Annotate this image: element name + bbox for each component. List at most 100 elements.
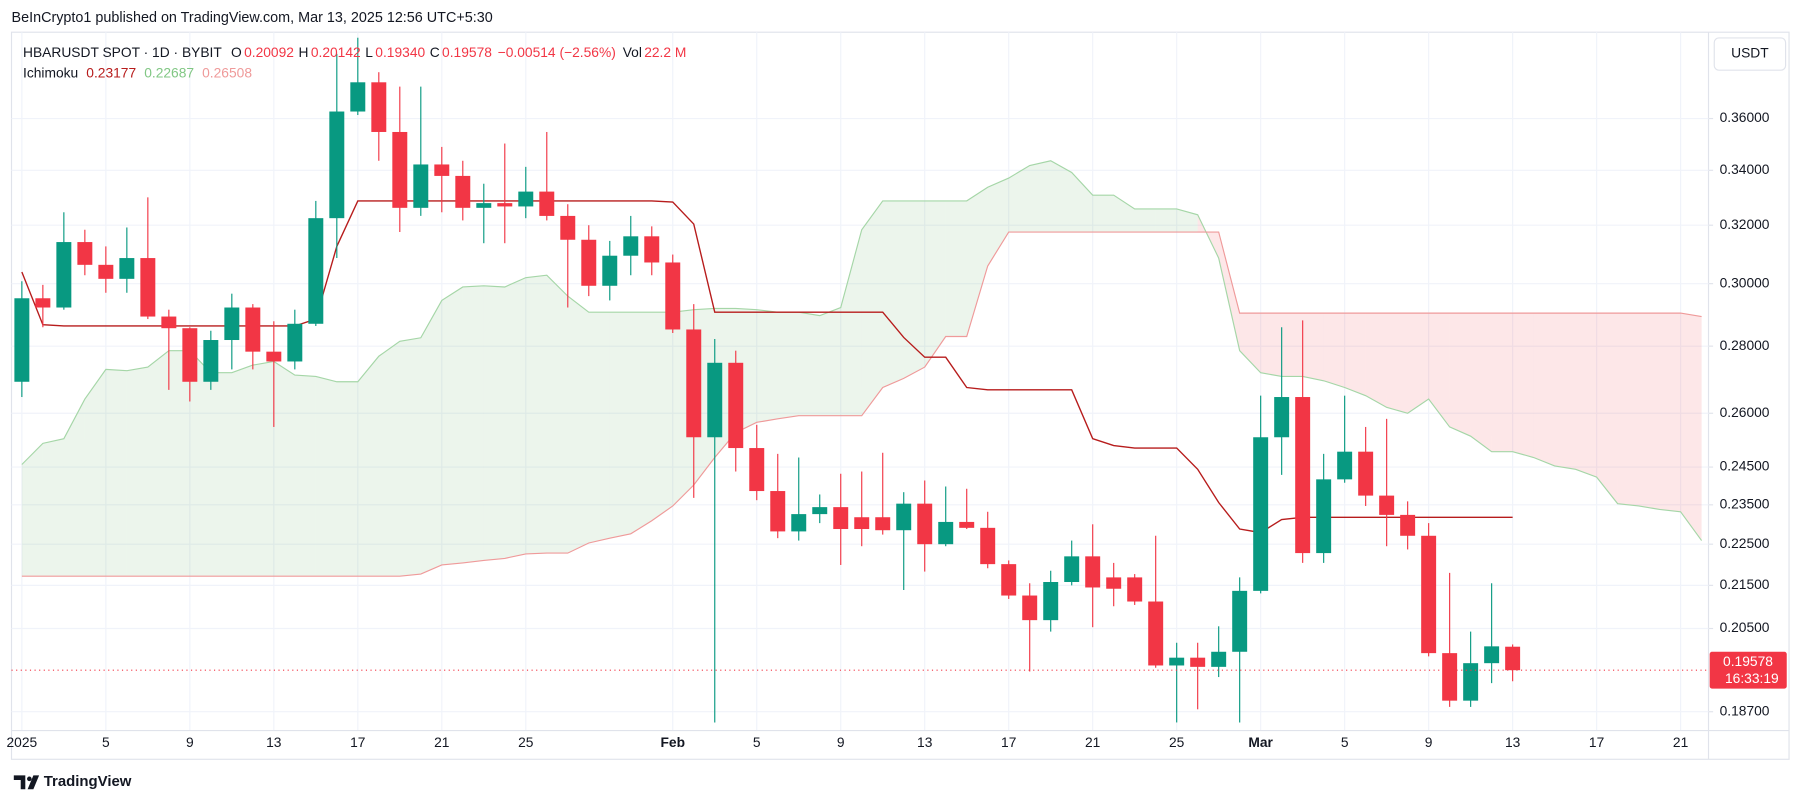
cloud-fill xyxy=(210,372,232,577)
indicator-name: Ichimoku xyxy=(23,65,78,80)
legend-ohlc-label: O xyxy=(231,45,242,60)
cloud-fill xyxy=(1113,195,1135,233)
candle-body xyxy=(1505,646,1521,671)
candle-body xyxy=(1463,663,1479,701)
legend-ohlc-value: 0.19340 xyxy=(375,45,425,60)
candle-body xyxy=(854,517,870,530)
logo-icon xyxy=(13,775,40,790)
candle-body xyxy=(287,323,303,362)
cloud-fill xyxy=(945,200,967,337)
cloud-fill xyxy=(987,178,1009,267)
cloud-fill xyxy=(1239,313,1261,373)
x-tick-label: 25 xyxy=(1169,735,1185,750)
cloud-fill xyxy=(651,312,673,521)
candle-body xyxy=(938,521,954,545)
candle-body xyxy=(686,329,702,438)
published-note: BeInCrypto1 published on TradingView.com… xyxy=(12,10,493,26)
cloud-fill xyxy=(399,337,421,577)
cloud-layer xyxy=(21,160,1702,577)
currency-button[interactable] xyxy=(1713,37,1787,71)
candle-body xyxy=(1253,437,1269,591)
legend-vol-label: Vol xyxy=(623,45,642,60)
x-tick-label: 5 xyxy=(1341,735,1349,750)
candle-body xyxy=(707,362,723,438)
cloud-fill xyxy=(21,443,43,577)
cloud-fill xyxy=(630,312,652,534)
candle-body xyxy=(413,164,429,208)
candle-body xyxy=(77,242,93,265)
cloud-fill xyxy=(903,200,925,379)
candle-body xyxy=(1211,651,1227,667)
indicator-value: 0.22687 xyxy=(144,65,194,80)
axis-layer: 0.18700 0.20500 0.21500 0.22500 0.23500 0.245… xyxy=(7,110,1790,750)
cloud-fill xyxy=(1071,172,1093,233)
candle-body xyxy=(1295,397,1311,554)
candle-body xyxy=(875,517,891,531)
cloud-fill xyxy=(483,285,505,561)
candle-body xyxy=(1022,595,1038,621)
candle-body xyxy=(980,527,996,565)
y-tick-label: 0.32000 xyxy=(1720,217,1770,232)
candle-body xyxy=(392,131,408,208)
candle-body xyxy=(749,448,765,492)
cloud-fill xyxy=(462,285,484,563)
x-tick-label: 21 xyxy=(1673,735,1688,750)
x-tick-label: 13 xyxy=(917,735,933,750)
cloud-fill xyxy=(63,399,85,577)
candle-body xyxy=(98,264,114,279)
cloud-fill xyxy=(1512,313,1534,458)
last-price-box xyxy=(1709,651,1787,689)
candle-body xyxy=(119,258,135,279)
x-tick-label: 9 xyxy=(1425,735,1433,750)
candle-body xyxy=(14,298,30,382)
cloud-fill xyxy=(1554,313,1576,470)
candle-body xyxy=(245,307,261,352)
cloud-fill xyxy=(1176,208,1198,233)
cloud-fill xyxy=(294,375,316,577)
y-tick-label: 0.30000 xyxy=(1720,275,1770,290)
candle-body xyxy=(1379,495,1395,515)
cloud-fill xyxy=(882,200,904,388)
cloud-fill xyxy=(861,200,883,416)
x-tick-label: 21 xyxy=(434,735,449,750)
cloud-fill xyxy=(609,312,631,539)
candle-body xyxy=(1190,657,1206,667)
cloud-fill xyxy=(315,376,337,577)
candle-body xyxy=(140,258,156,317)
cloud-fill xyxy=(1659,313,1681,512)
cloud-fill xyxy=(1365,313,1387,408)
candle-body xyxy=(1232,590,1248,652)
legend-change: −0.00514 (−2.56%) xyxy=(498,45,616,60)
currency-label[interactable]: USDT xyxy=(1731,46,1769,61)
y-tick-label: 0.20500 xyxy=(1720,620,1770,635)
candle-body xyxy=(371,82,387,132)
cloud-fill xyxy=(504,277,526,559)
cloud-fill xyxy=(1407,313,1429,414)
x-tick-label: 9 xyxy=(186,735,194,750)
candle-body xyxy=(1484,646,1500,664)
cloud-fill xyxy=(1008,165,1030,233)
candle-body xyxy=(497,203,513,207)
cloud-fill xyxy=(567,296,589,554)
candle-body xyxy=(1316,479,1332,554)
cloud-fill xyxy=(126,367,148,577)
cloud-fill xyxy=(189,350,211,577)
y-tick-label: 0.22500 xyxy=(1720,536,1770,551)
candle-body xyxy=(266,351,282,362)
legend-ohlc-value: 0.20092 xyxy=(244,45,294,60)
legend-line: HBARUSDT SPOT · 1D · BYBIT O 0.20092 H 0.201… xyxy=(23,45,686,60)
candle-body xyxy=(581,239,597,286)
y-tick-label: 0.28000 xyxy=(1720,338,1770,353)
candle-body xyxy=(539,191,555,216)
logo-dot xyxy=(27,776,32,782)
cloud-fill xyxy=(1218,232,1240,351)
y-tick-label: 0.23500 xyxy=(1720,496,1770,511)
x-tick-label: 2025 xyxy=(7,735,38,750)
footer-logo xyxy=(13,775,40,790)
candle-body xyxy=(1106,577,1122,589)
cloud-fill xyxy=(441,286,463,565)
x-tick-label: 5 xyxy=(102,735,110,750)
candle-body xyxy=(959,521,975,528)
